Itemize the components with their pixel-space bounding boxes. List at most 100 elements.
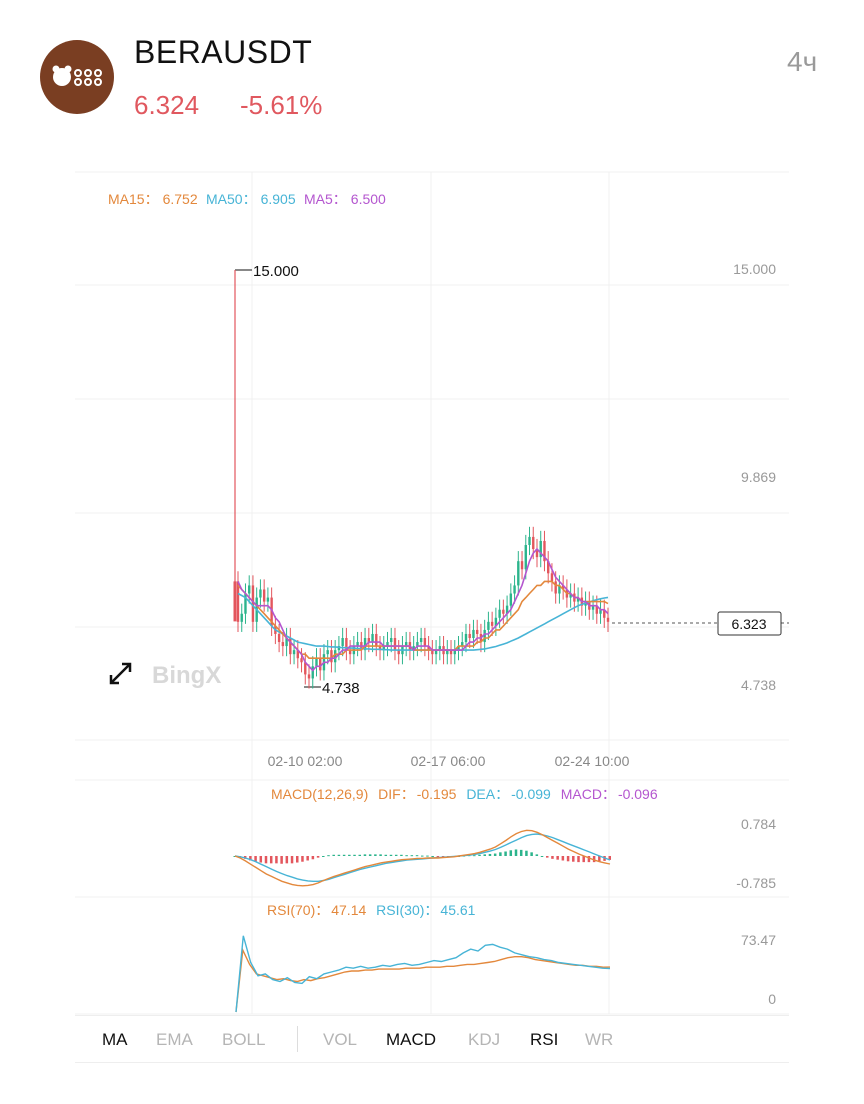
macd-histogram-bar xyxy=(275,856,278,864)
tab-ema[interactable]: EMA xyxy=(156,1030,193,1049)
candle-body xyxy=(356,642,359,647)
candle-body xyxy=(397,650,400,655)
x-tick-label: 02-24 10:00 xyxy=(555,753,630,769)
candle-body xyxy=(603,609,606,618)
candle-body xyxy=(431,650,434,655)
chart-area[interactable]: MA15： 6.752 MA50： 6.905 MA5： 6.500 15.000 9… xyxy=(0,0,864,1015)
macd-histogram-bar xyxy=(415,855,419,857)
rsi70-line xyxy=(235,947,611,1013)
candle-body xyxy=(390,638,393,643)
candles-layer xyxy=(233,270,610,689)
macd-histogram-bar xyxy=(358,854,361,856)
tab-macd[interactable]: MACD xyxy=(386,1030,437,1049)
candle-body xyxy=(251,585,255,622)
macd-histogram-bar xyxy=(473,855,476,857)
candle-body xyxy=(412,646,415,651)
candle-body xyxy=(289,638,292,655)
tabs-divider xyxy=(297,1026,298,1052)
candle-body xyxy=(348,650,352,655)
candle-body xyxy=(487,621,490,630)
macd-histogram-bar xyxy=(441,856,445,857)
candle-body xyxy=(240,613,243,622)
candle-body xyxy=(547,561,550,574)
macd-histogram-bar xyxy=(316,856,320,858)
macd-histogram-bar xyxy=(572,856,575,862)
macd-histogram-bar xyxy=(577,856,580,863)
macd-histogram-bar xyxy=(509,850,513,856)
rsi30-line xyxy=(235,935,611,1013)
candle-body xyxy=(461,642,464,647)
candle-body xyxy=(543,540,546,562)
ma5-legend: MA5： 6.500 xyxy=(304,191,386,207)
macd-histogram-bar xyxy=(421,855,424,857)
tab-vol[interactable]: VOL xyxy=(323,1030,358,1049)
candle-body xyxy=(270,597,273,626)
macd-histogram-bar xyxy=(368,854,372,856)
macd-histogram-bar xyxy=(410,855,414,857)
candle-body xyxy=(513,585,516,594)
tab-ma[interactable]: MA xyxy=(102,1030,128,1049)
x-tick-label: 02-10 02:00 xyxy=(268,753,343,769)
macd-histogram-bar xyxy=(348,854,351,856)
ma15-legend: MA15： 6.752 xyxy=(108,191,198,207)
ma-lines-layer xyxy=(237,547,609,672)
macd-histogram-bar xyxy=(280,856,283,864)
candle-body xyxy=(550,573,554,582)
macd-histogram-bar xyxy=(556,856,559,860)
watermark: BingX xyxy=(152,662,221,689)
candle-body xyxy=(494,617,498,626)
candle-body xyxy=(382,646,385,651)
macd-histogram-bar xyxy=(301,856,304,862)
candle-body xyxy=(363,638,367,651)
main-grid xyxy=(75,171,789,1015)
candle-body xyxy=(378,646,382,651)
candle-body xyxy=(561,585,565,590)
candle-body xyxy=(292,650,296,655)
candle-body xyxy=(502,609,505,614)
macd-histogram-bar xyxy=(384,854,388,856)
candle-body xyxy=(569,593,572,598)
candle-body xyxy=(490,621,494,626)
price-change: -5.61% xyxy=(240,90,323,120)
macd-histogram-bar xyxy=(249,856,252,861)
interval-selector[interactable]: 4ч xyxy=(787,46,818,77)
macd-histogram-bar xyxy=(582,856,585,863)
candle-body xyxy=(416,642,419,647)
expand-icon[interactable] xyxy=(109,662,132,685)
candle-body xyxy=(341,638,344,647)
candle-body xyxy=(558,585,561,594)
candle-body xyxy=(475,629,479,634)
candle-body xyxy=(464,633,468,643)
svg-text:BingX: BingX xyxy=(152,662,221,689)
macd-histogram-bar xyxy=(519,849,523,856)
candle-body xyxy=(576,597,580,602)
tab-rsi[interactable]: RSI xyxy=(530,1030,559,1049)
tab-kdj[interactable]: KDJ xyxy=(468,1030,501,1049)
macd-histogram-bar xyxy=(322,856,325,857)
candle-body xyxy=(345,638,348,651)
candle-body xyxy=(244,593,247,614)
candle-body xyxy=(233,581,237,622)
candle-body xyxy=(307,674,311,679)
candle-body xyxy=(434,650,438,655)
candle-body xyxy=(281,642,285,647)
macd-histogram-bar xyxy=(608,856,611,860)
candle-body xyxy=(554,581,557,594)
candle-body xyxy=(535,549,539,558)
candle-body xyxy=(311,666,314,679)
tab-wr[interactable]: WR xyxy=(585,1030,614,1049)
candle-body xyxy=(262,589,266,602)
macd-histogram-bar xyxy=(327,855,330,857)
candle-body xyxy=(277,633,281,643)
macd-histogram-bar xyxy=(478,854,481,856)
candle-body xyxy=(427,646,430,651)
x-tick-label: 02-17 06:00 xyxy=(411,753,486,769)
macd-histogram-bar xyxy=(540,856,544,857)
rsi-y-tick: 73.47 xyxy=(741,932,776,948)
tab-boll[interactable]: BOLL xyxy=(222,1030,266,1049)
candle-body xyxy=(404,642,408,647)
rsi-legend: RSI(70)： 47.14 RSI(30)： 45.61 xyxy=(267,902,476,918)
candle-body xyxy=(539,540,542,558)
macd-legend: MACD(12,26,9) DIF： -0.195 DEA： -0.099 MACD… xyxy=(271,786,658,802)
high-marker: 15.000 xyxy=(235,263,299,280)
